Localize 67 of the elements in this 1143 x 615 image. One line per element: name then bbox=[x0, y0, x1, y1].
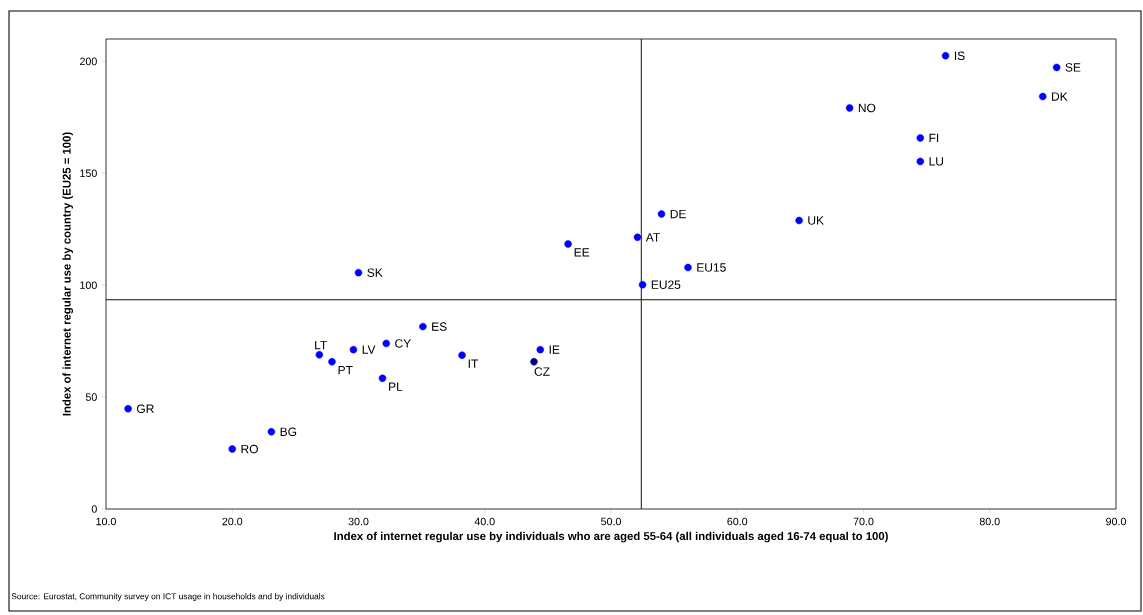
point bbox=[657, 210, 666, 218]
annotation: EU25 bbox=[651, 280, 681, 289]
point bbox=[328, 358, 336, 366]
annotation: FI bbox=[929, 133, 939, 143]
point bbox=[795, 216, 803, 225]
x-tick-label: 50.0 bbox=[601, 517, 621, 526]
point bbox=[228, 445, 236, 453]
annotation: IE bbox=[549, 345, 560, 354]
annotation: GR bbox=[136, 404, 154, 413]
y-tick-label: 150 bbox=[80, 169, 97, 178]
annotation: DK bbox=[1052, 92, 1068, 101]
x-axis-title: Index of internet regular use by individuals who are aged 55-64 (all individuals aged 16-74 equal to 100) bbox=[334, 531, 888, 543]
source-note: Source: Eurostat, Community survey on ICT usage in households and by individuals bbox=[11, 593, 325, 601]
annotation: PT bbox=[338, 366, 353, 375]
point bbox=[684, 263, 692, 272]
point bbox=[536, 345, 545, 354]
annotation: RO bbox=[241, 444, 258, 454]
y-axis-title: Index of internet regular use by country (EU25 = 100) bbox=[62, 132, 74, 416]
point bbox=[916, 157, 925, 166]
y-tick-label: 50 bbox=[85, 393, 97, 401]
annotation: PL bbox=[389, 382, 403, 391]
point bbox=[267, 428, 276, 436]
annotation: BG bbox=[280, 427, 297, 437]
annotation: ES bbox=[432, 322, 447, 331]
y-tick-label: 100 bbox=[80, 281, 97, 289]
annotation: SK bbox=[367, 268, 383, 277]
point bbox=[1039, 92, 1047, 101]
annotation: IT bbox=[468, 359, 479, 368]
annotation: CZ bbox=[534, 367, 550, 376]
point bbox=[1052, 63, 1061, 72]
y-tick-label: 200 bbox=[80, 57, 97, 66]
point bbox=[638, 281, 647, 289]
point bbox=[941, 52, 950, 60]
x-tick-label: 80.0 bbox=[979, 517, 1000, 526]
point bbox=[633, 233, 642, 242]
point bbox=[378, 374, 387, 383]
point bbox=[458, 351, 466, 359]
x-tick-label: 90.0 bbox=[1106, 517, 1126, 526]
point bbox=[124, 405, 132, 413]
point bbox=[845, 104, 854, 112]
x-tick-label: 60.0 bbox=[727, 517, 748, 526]
annotation: UK bbox=[808, 216, 824, 225]
point bbox=[530, 358, 538, 366]
annotation: LU bbox=[929, 157, 943, 166]
annotation: CY bbox=[395, 339, 411, 348]
x-tick-label: 40.0 bbox=[474, 517, 495, 526]
x-tick-label: 70.0 bbox=[853, 517, 874, 526]
annotation: SE bbox=[1065, 63, 1081, 72]
annotation: IS bbox=[954, 51, 965, 61]
annotation: EE bbox=[574, 248, 590, 257]
annotation: LT bbox=[315, 340, 327, 350]
point bbox=[382, 339, 391, 348]
y-tick-label: 0 bbox=[91, 505, 97, 513]
annotation: LV bbox=[362, 345, 376, 354]
point bbox=[916, 134, 925, 142]
point bbox=[315, 351, 324, 359]
x-tick-label: 10.0 bbox=[96, 517, 116, 526]
point bbox=[564, 240, 572, 248]
x-tick-label: 20.0 bbox=[222, 517, 243, 526]
annotation: DE bbox=[670, 209, 686, 219]
point bbox=[354, 268, 363, 277]
point bbox=[419, 322, 427, 331]
annotation: NO bbox=[858, 103, 876, 113]
x-tick-label: 30.0 bbox=[348, 517, 369, 526]
point bbox=[349, 345, 358, 354]
annotation: AT bbox=[645, 233, 660, 242]
annotation: EU15 bbox=[697, 263, 726, 272]
